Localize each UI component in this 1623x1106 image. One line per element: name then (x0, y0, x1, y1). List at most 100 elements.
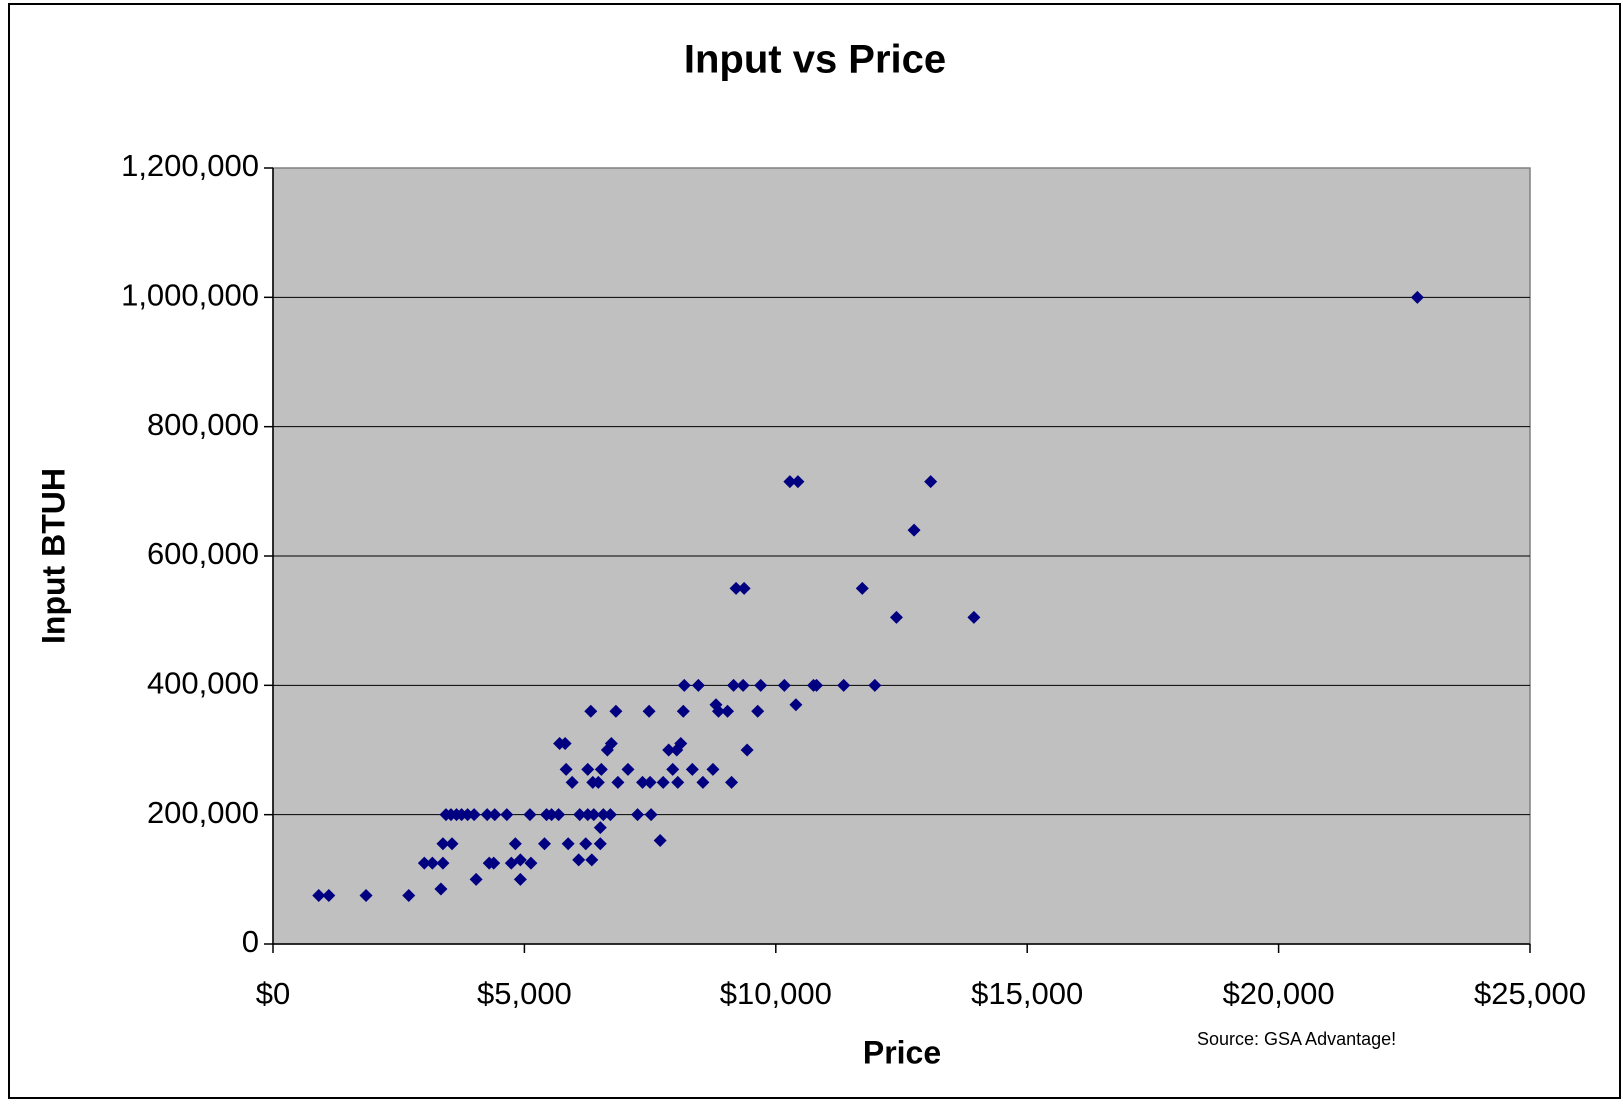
source-note: Source: GSA Advantage! (1197, 1029, 1396, 1049)
scatter-point (621, 762, 635, 776)
scatter-point (312, 889, 326, 902)
scatter-point (436, 856, 450, 870)
scatter-point (604, 737, 618, 751)
scatter-point (558, 737, 572, 751)
scatter-point (666, 762, 680, 776)
scatter-point (402, 889, 416, 902)
y-axis-label: Input BTUH (35, 468, 71, 644)
scatter-point (417, 856, 431, 870)
scatter-point (924, 475, 938, 489)
scatter-point (593, 837, 607, 851)
scatter-point (711, 704, 725, 718)
y-tick-label: 0 (242, 924, 259, 959)
scatter-point (671, 775, 685, 789)
scatter-point (754, 678, 768, 692)
scatter-point (751, 704, 765, 718)
scatter-point (740, 743, 754, 757)
scatter-point (789, 698, 803, 712)
scatter-point (587, 808, 601, 822)
scatter-point (513, 853, 527, 867)
scatter-point (737, 581, 751, 595)
scatter-point (513, 872, 527, 886)
scatter-point (643, 775, 657, 789)
scatter-point (461, 808, 475, 822)
scatter-point (436, 837, 450, 851)
scatter-point (685, 762, 699, 776)
scatter-point (889, 610, 903, 624)
x-tick-label: $10,000 (720, 976, 832, 1011)
scatter-point (488, 808, 502, 822)
scatter-point (609, 704, 623, 718)
scatter-point (631, 808, 645, 822)
scatter-point (524, 856, 538, 870)
scatter-point (636, 775, 650, 789)
scatter-point (487, 856, 501, 870)
scatter-point (644, 808, 658, 822)
scatter-point (585, 853, 599, 867)
scatter-point (727, 678, 741, 692)
scatter-point (508, 837, 522, 851)
scatter-point (677, 678, 691, 692)
scatter-point (594, 762, 608, 776)
scatter-point (500, 808, 514, 822)
scatter-point (1410, 290, 1424, 304)
y-tick-label: 800,000 (147, 407, 259, 442)
scatter-point (967, 610, 981, 624)
scatter-point (581, 762, 595, 776)
scatter-point (642, 704, 656, 718)
scatter-point (467, 808, 481, 822)
y-tick-label: 400,000 (147, 666, 259, 701)
scatter-point (810, 678, 824, 692)
scatter-point (868, 678, 882, 692)
scatter-point (783, 475, 797, 489)
scatter-point (674, 737, 688, 751)
y-tick-label: 200,000 (147, 795, 259, 830)
scatter-point (729, 581, 743, 595)
x-tick-label: $0 (256, 976, 290, 1011)
scatter-point (469, 872, 483, 886)
scatter-point (696, 775, 710, 789)
scatter-point (596, 808, 610, 822)
scatter-point (425, 856, 439, 870)
x-tick-label: $15,000 (971, 976, 1083, 1011)
scatter-point (855, 581, 869, 595)
scatter-point (579, 837, 593, 851)
scatter-point (573, 808, 587, 822)
y-tick-label: 1,000,000 (121, 278, 259, 313)
scatter-point (725, 775, 739, 789)
scatter-point (791, 475, 805, 489)
x-axis-label: Price (863, 1034, 941, 1070)
scatter-point (706, 762, 720, 776)
scatter-point (676, 704, 690, 718)
scatter-point (653, 834, 667, 848)
scatter-point (662, 743, 676, 757)
scatter-point (434, 882, 448, 896)
scatter-point (359, 889, 373, 902)
scatter-point (584, 704, 598, 718)
x-tick-label: $5,000 (477, 976, 572, 1011)
scatter-point (322, 889, 336, 902)
scatter-point (545, 808, 559, 822)
scatter-point (721, 704, 735, 718)
x-tick-label: $20,000 (1223, 976, 1335, 1011)
scatter-point (777, 678, 791, 692)
scatter-point (611, 775, 625, 789)
chart-title: Input vs Price (684, 38, 946, 82)
scatter-point (593, 821, 607, 835)
scatter-point (907, 523, 921, 537)
scatter-point (523, 808, 537, 822)
scatter-point (591, 775, 605, 789)
scatter-point (480, 808, 494, 822)
scatter-point (691, 678, 705, 692)
scatter-point (445, 837, 459, 851)
scatter-point (603, 808, 617, 822)
scatter-point (565, 775, 579, 789)
scatter-point (837, 678, 851, 692)
y-tick-label: 600,000 (147, 536, 259, 571)
scatter-point (561, 837, 575, 851)
scatter-point (538, 837, 552, 851)
x-tick-label: $25,000 (1474, 976, 1586, 1011)
y-tick-label: 1,200,000 (121, 148, 259, 183)
